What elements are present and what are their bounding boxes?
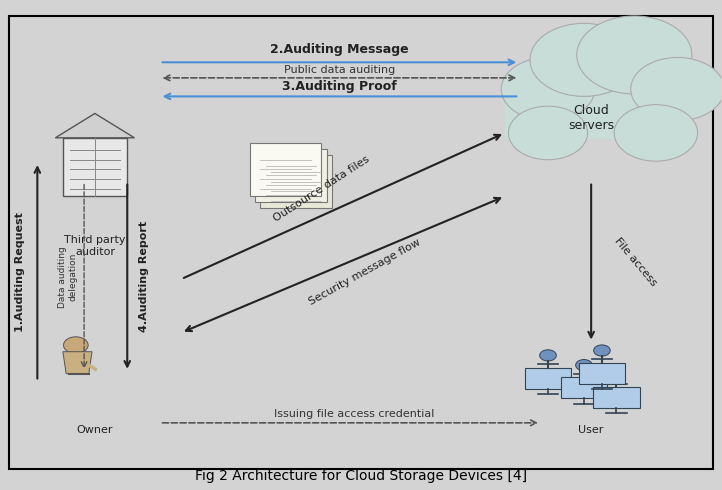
Text: Issuing file access credential: Issuing file access credential [274, 410, 434, 419]
Text: Owner: Owner [77, 425, 113, 435]
Polygon shape [56, 114, 134, 138]
Text: File access: File access [613, 236, 658, 288]
Bar [578, 363, 625, 384]
Circle shape [614, 105, 697, 161]
Text: 3.Auditing Proof: 3.Auditing Proof [282, 80, 397, 93]
Bar [250, 143, 321, 196]
Polygon shape [63, 352, 92, 374]
Bar [261, 155, 332, 208]
Bar [63, 138, 127, 196]
Text: Security message flow: Security message flow [307, 237, 422, 307]
Bar [256, 148, 327, 202]
Text: Cloud
servers: Cloud servers [568, 104, 614, 132]
Circle shape [501, 57, 595, 121]
Circle shape [508, 106, 588, 160]
Circle shape [608, 369, 625, 381]
Bar [561, 377, 607, 398]
Text: Fig 2 Architecture for Cloud Storage Devices [4]: Fig 2 Architecture for Cloud Storage Dev… [195, 469, 527, 483]
Circle shape [530, 24, 638, 97]
Text: Third party
auditor: Third party auditor [64, 235, 126, 257]
Text: Public data auditing: Public data auditing [284, 66, 395, 75]
Bar [593, 387, 640, 408]
Bar [505, 79, 677, 138]
Text: User: User [578, 425, 604, 435]
Text: 2.Auditing Message: 2.Auditing Message [270, 43, 409, 56]
Text: 4.Auditing Report: 4.Auditing Report [139, 221, 149, 332]
Text: Data auditing
delegation: Data auditing delegation [58, 246, 77, 308]
Text: 1.Auditing Request: 1.Auditing Request [15, 212, 25, 332]
Circle shape [575, 360, 592, 371]
Text: Outsource data files: Outsource data files [271, 154, 371, 224]
Bar [525, 368, 571, 389]
Circle shape [593, 345, 610, 356]
Circle shape [64, 337, 88, 353]
Circle shape [540, 350, 556, 361]
Circle shape [631, 57, 722, 121]
Circle shape [577, 16, 692, 94]
